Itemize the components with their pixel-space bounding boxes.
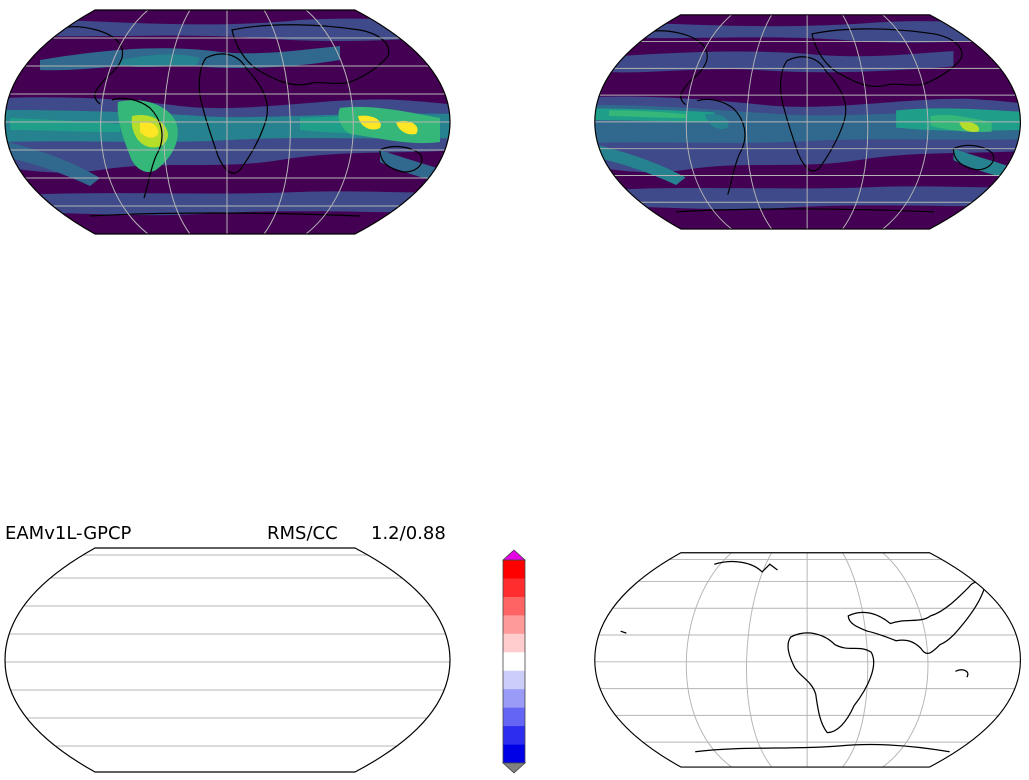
coast-africa <box>787 632 875 734</box>
obs-field-svg <box>594 14 1022 230</box>
map-panel-obs <box>590 0 1029 240</box>
coast-small-island <box>620 630 627 634</box>
diff-title: EAMv1L-GPCP <box>5 523 132 544</box>
coast-antarctica <box>695 743 950 753</box>
coast-eurasia <box>847 581 985 655</box>
graticule-lines <box>5 554 450 747</box>
colorbar-cell <box>503 615 525 635</box>
colorbar-under-triangle <box>501 762 527 774</box>
coast-island <box>955 669 969 678</box>
colorbar-cell <box>503 560 525 579</box>
colorbar-cell <box>503 652 525 672</box>
map-panel-land-outline <box>590 540 1029 775</box>
colorbar-over-triangle <box>501 549 527 561</box>
coast-north-america <box>59 26 124 105</box>
diverging-colorbar <box>500 548 530 780</box>
map-boundary <box>594 14 1022 230</box>
colorbar-cell <box>503 726 525 745</box>
land-outline-svg <box>594 552 1022 768</box>
coast-antarctica <box>89 212 361 217</box>
colorbar-cell <box>503 578 525 598</box>
colorbar-svg <box>501 549 527 774</box>
difference-map-svg <box>4 547 451 773</box>
metric-label: RMS/CC <box>267 523 338 544</box>
colorbar-cell <box>503 744 525 764</box>
coast-africa <box>198 53 268 174</box>
colorbar-cell <box>503 633 525 653</box>
map-panel-difference <box>0 540 460 775</box>
colorbar-cell <box>503 707 525 727</box>
colorbar-cell <box>503 670 525 690</box>
colorbar-cell <box>503 689 525 708</box>
map-boundary <box>594 552 1022 768</box>
coast-australia <box>379 145 423 173</box>
map-boundary <box>4 547 451 773</box>
colorbar-cells <box>502 559 526 764</box>
coast-eurasia <box>231 24 390 86</box>
coast-greenland <box>714 560 778 573</box>
coast-arctic-island <box>647 563 656 569</box>
map-panel-model <box>0 0 460 240</box>
map-boundary <box>4 9 451 235</box>
metric-value: 1.2/0.88 <box>371 523 446 544</box>
colorbar-cell <box>503 596 525 616</box>
model-field-svg <box>4 9 451 235</box>
